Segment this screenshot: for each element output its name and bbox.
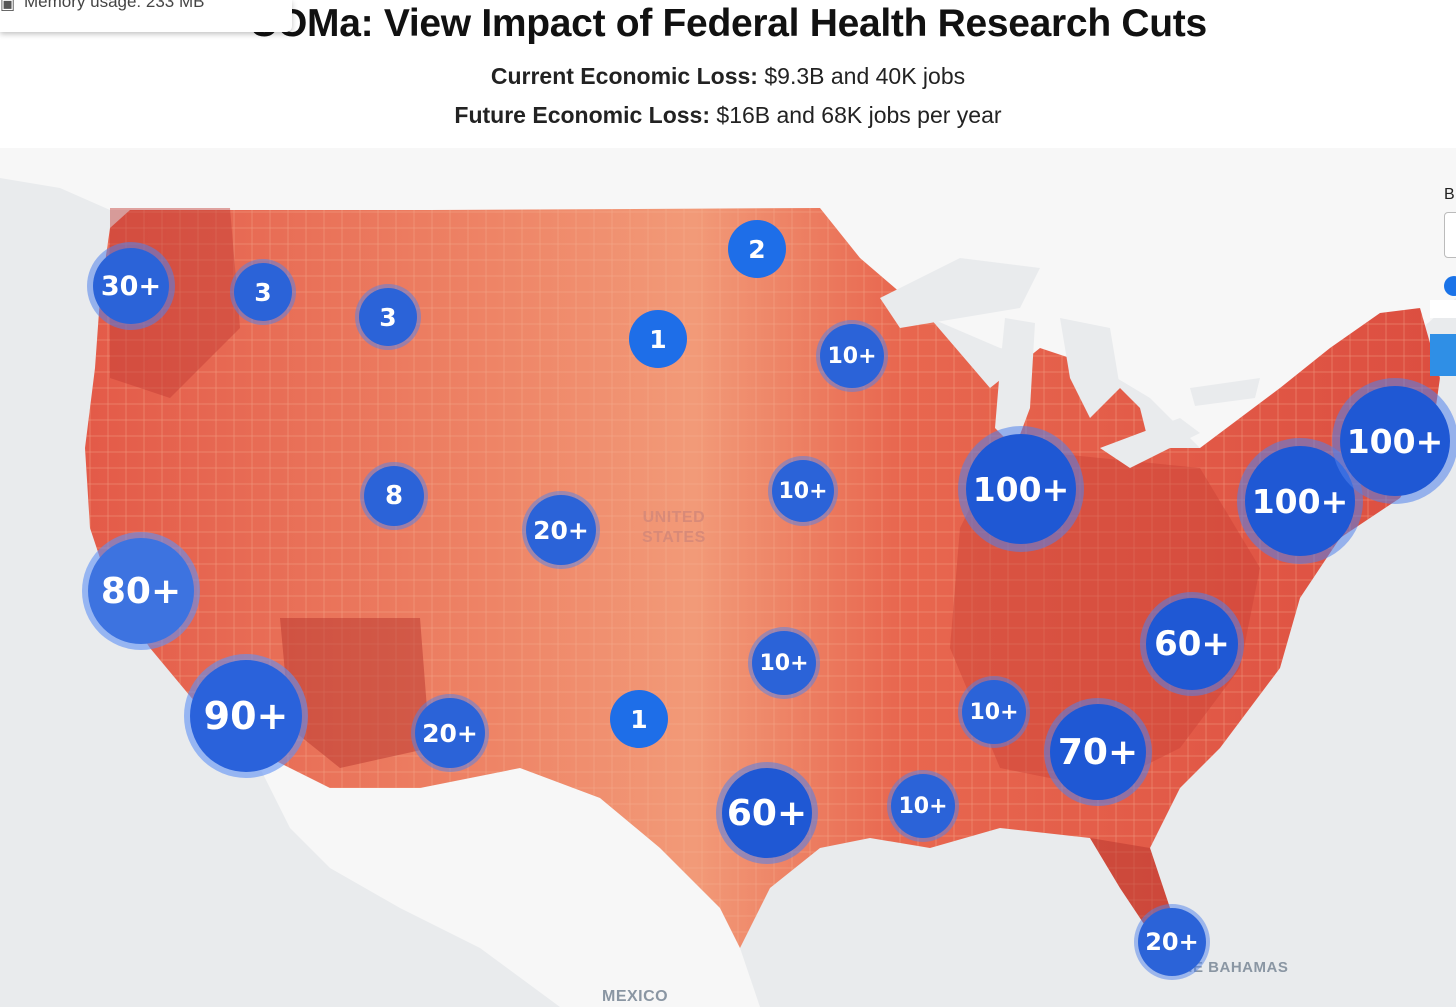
memory-usage-tooltip: ▣ Memory usage: 233 MB (0, 0, 292, 32)
lake-erie (1100, 418, 1200, 468)
cluster-marker-great-lakes[interactable]: 100+ (966, 434, 1076, 544)
current-loss-line: Current Economic Loss: $9.3B and 40K job… (0, 63, 1456, 90)
map-canvas (0, 148, 1456, 1007)
cluster-marker-new-mexico[interactable]: 20+ (415, 698, 485, 768)
control-label: B (1444, 186, 1455, 203)
us-choropleth-map[interactable]: UNITED STATES MEXICO THE BAHAMAS 30+ 3 3… (0, 148, 1456, 1007)
cluster-marker-eastern-washington[interactable]: 3 (234, 263, 292, 321)
lake-ontario (1190, 378, 1260, 406)
cluster-marker-texas-gulf[interactable]: 60+ (722, 768, 812, 858)
country-label-bahamas: THE BAHAMAS (1172, 959, 1289, 976)
cluster-marker-north-carolina[interactable]: 60+ (1146, 598, 1238, 690)
cluster-marker-west-texas[interactable]: 1 (610, 690, 668, 748)
current-loss-label: Current Economic Loss: (490, 63, 758, 89)
map-side-controls: B (1430, 176, 1456, 386)
cluster-marker-colorado[interactable]: 20+ (526, 495, 596, 565)
memory-icon: ▣ (0, 0, 16, 13)
cluster-marker-missouri[interactable]: 10+ (772, 460, 834, 522)
map-header: COMa: View Impact of Federal Health Rese… (0, 0, 1456, 148)
cluster-marker-utah[interactable]: 8 (364, 466, 424, 526)
cluster-marker-new-england[interactable]: 100+ (1340, 386, 1450, 496)
country-label-us: UNITED STATES (642, 508, 706, 548)
cluster-marker-south-dakota[interactable]: 1 (629, 310, 687, 368)
cluster-marker-montana[interactable]: 3 (359, 288, 417, 346)
current-loss-value: $9.3B and 40K jobs (764, 63, 966, 89)
cluster-marker-minnesota[interactable]: 10+ (820, 324, 884, 388)
country-label-line1: UNITED (642, 509, 706, 526)
control-radio[interactable] (1444, 276, 1456, 296)
mexico-land (250, 748, 760, 1007)
control-button[interactable] (1430, 334, 1456, 376)
future-loss-line: Future Economic Loss: $16B and 68K jobs … (0, 102, 1456, 129)
dark-region-southwest (280, 618, 430, 768)
cluster-marker-louisiana[interactable]: 10+ (891, 774, 955, 838)
lake-superior (880, 258, 1040, 328)
cluster-marker-georgia[interactable]: 70+ (1050, 704, 1146, 800)
cluster-marker-northern-california[interactable]: 80+ (88, 538, 194, 644)
cluster-marker-mid-atlantic[interactable]: 100+ (1245, 446, 1355, 556)
control-panel (1430, 300, 1456, 318)
lake-huron (1060, 318, 1120, 418)
canada-land (0, 148, 1456, 448)
cluster-marker-pacific-nw[interactable]: 30+ (93, 248, 169, 324)
cluster-marker-oklahoma[interactable]: 10+ (752, 631, 816, 695)
future-loss-label: Future Economic Loss: (454, 102, 711, 128)
future-loss-value: $16B and 68K jobs per year (716, 102, 1002, 128)
country-label-mexico: MEXICO (602, 988, 669, 1005)
title-text: : View Impact of Federal Health Research… (360, 2, 1208, 45)
lake-michigan (995, 318, 1035, 448)
control-input[interactable] (1444, 212, 1456, 258)
memory-usage-text: Memory usage: 233 MB (24, 0, 205, 11)
cluster-marker-north-dakota[interactable]: 2 (728, 220, 786, 278)
page-title: COMa: View Impact of Federal Health Rese… (0, 2, 1456, 46)
country-label-line2: STATES (642, 529, 706, 546)
cluster-marker-south-florida[interactable]: 20+ (1138, 908, 1206, 976)
cluster-marker-southern-california[interactable]: 90+ (190, 660, 302, 772)
cluster-marker-alabama[interactable]: 10+ (962, 680, 1026, 744)
